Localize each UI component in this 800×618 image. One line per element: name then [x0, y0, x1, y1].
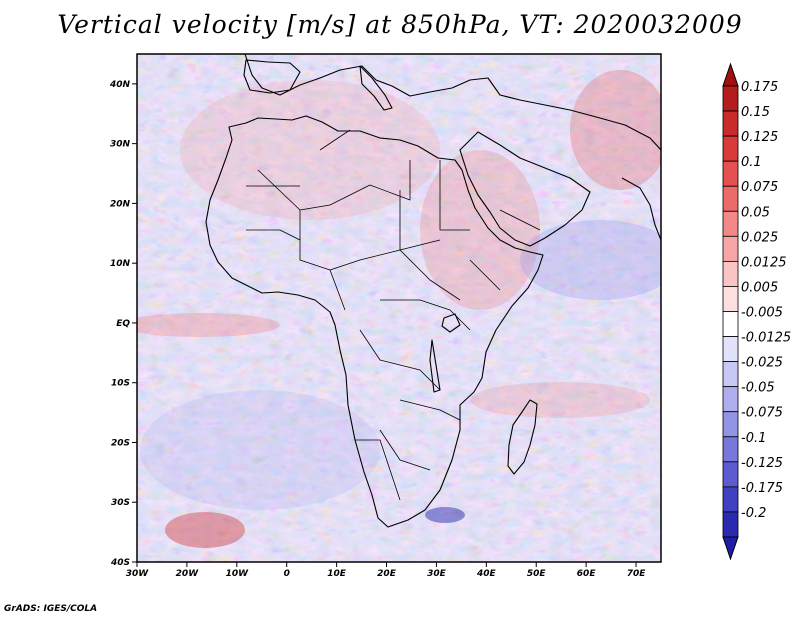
lon-tick-label: 10W [226, 569, 250, 579]
lake-victoria [441, 313, 461, 333]
colorbar-label: 0.175 [741, 80, 778, 95]
lon-tick-label: 20W [176, 569, 200, 579]
lon-tick-label: 70E [627, 569, 647, 579]
lon-tick-label: 40E [476, 569, 497, 579]
lon-tick-label: 0 [284, 569, 290, 579]
country-borders [246, 129, 541, 501]
colorbar-swatch [722, 436, 739, 463]
colorbar-swatch [722, 486, 739, 513]
colorbar-label: 0.125 [741, 130, 778, 145]
lat-tick-label: 20S [111, 438, 130, 448]
map-frame [136, 53, 662, 563]
colorbar-swatch [722, 511, 739, 538]
colorbar-label: 0.0125 [741, 255, 787, 270]
lat-tick-label: 30N [110, 140, 131, 150]
colorbar-swatch [722, 85, 739, 112]
colorbar-bottom-arrow [722, 536, 739, 561]
lat-tick-label: EQ [116, 319, 130, 329]
velocity-field [137, 54, 661, 562]
lon-tick-label: 10E [327, 569, 347, 579]
italy-coastline [359, 65, 393, 111]
lon-tick-label: 50E [527, 569, 547, 579]
lon-tick-label: 20E [377, 569, 397, 579]
lon-tick-label: 30W [126, 569, 150, 579]
grads-credit: GrADS: IGES/COLA [4, 604, 98, 614]
colorbar-swatch [722, 210, 739, 237]
colorbar-label: -0.005 [741, 306, 783, 321]
lat-tick-label: 10S [111, 379, 130, 389]
colorbar-label: 0.005 [741, 280, 778, 295]
madagascar-coastline [507, 399, 538, 475]
lat-tick-label: 30S [111, 498, 130, 508]
latitude-axis: 40N 30N 20N 10N EQ 10S 20S 30S 40S [109, 80, 137, 568]
colorbar-swatch [722, 160, 739, 187]
lon-tick-label: 30E [427, 569, 447, 579]
lat-tick-label: 40S [110, 558, 130, 568]
colorbar-label: 0.075 [741, 180, 778, 195]
colorbar-swatch [722, 135, 739, 162]
colorbar-top-arrow [722, 62, 739, 87]
colorbar-label: 0.025 [741, 230, 778, 245]
colorbar-swatch [722, 386, 739, 413]
europe-coastline [244, 54, 661, 151]
colorbar-swatch [722, 235, 739, 262]
colorbar-label: -0.175 [741, 481, 783, 496]
colorbar-label: 0.1 [741, 155, 762, 170]
colorbar-label: -0.05 [741, 381, 775, 396]
colorbar-label: -0.075 [741, 406, 783, 421]
colorbar-swatch [722, 311, 739, 337]
africa-coastline [205, 115, 544, 528]
map-title: Vertical velocity [m/s] at 850hPa, VT: 2… [57, 10, 743, 39]
colorbar-swatch [722, 286, 739, 312]
colorbar-label: -0.025 [741, 356, 783, 371]
colorbar-label: -0.2 [741, 506, 766, 521]
colorbar-label: 0.05 [741, 205, 770, 220]
longitude-axis: 30W 20W 10W 0 10E 20E 30E 40E 50E 60E 70E [126, 562, 646, 579]
colorbar-swatch [722, 185, 739, 212]
colorbar-swatch [722, 110, 739, 137]
lat-tick-label: 10N [110, 259, 131, 269]
colorbar-swatch [722, 461, 739, 488]
colorbar-swatch [722, 411, 739, 438]
colorbar-swatch [722, 361, 739, 388]
lon-tick-label: 60E [577, 569, 597, 579]
india-coastline [621, 177, 661, 241]
colorbar-label: -0.0125 [741, 331, 791, 346]
lake-tanganyika [429, 339, 441, 393]
lat-tick-label: 40N [109, 80, 131, 90]
lat-tick-label: 20N [110, 199, 131, 209]
colorbar: 0.175 0.15 0.125 0.1 0.075 0.05 0.025 0.0125 0.0… [722, 62, 791, 561]
colorbar-label: -0.1 [741, 431, 766, 446]
colorbar-swatch [722, 336, 739, 363]
colorbar-label: -0.125 [741, 456, 783, 471]
colorbar-swatch [722, 260, 739, 287]
coastlines [205, 54, 661, 528]
arabia-coastline [459, 131, 591, 247]
iberia-coastline [243, 59, 301, 94]
colorbar-label: 0.15 [741, 105, 770, 120]
